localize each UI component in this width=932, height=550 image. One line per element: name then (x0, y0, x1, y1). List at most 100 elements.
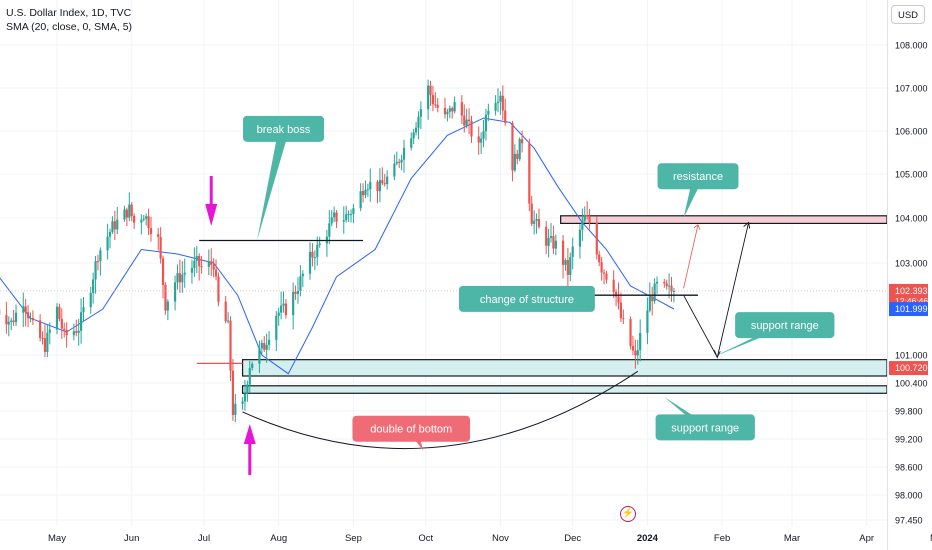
candle-body (241, 401, 244, 404)
candle-body (398, 161, 401, 163)
candle-body (352, 208, 355, 215)
candle-body (149, 228, 153, 235)
price-label-value: 100.720 (895, 363, 928, 373)
support-label-upper: support range (712, 312, 835, 358)
candle-body (511, 122, 514, 171)
time-tick: Mar (784, 533, 800, 544)
candle-body (451, 108, 454, 112)
zone-resistance (560, 215, 888, 225)
candle-body (366, 189, 369, 191)
candle-body (648, 296, 651, 311)
candle-body (443, 107, 447, 115)
candle-body (552, 236, 555, 249)
candle-body (378, 180, 382, 192)
candle-body (108, 231, 112, 237)
price-label-value: 102.393 (895, 286, 928, 296)
candle-body (578, 229, 582, 247)
candle-body (414, 127, 418, 133)
candle-body (665, 283, 668, 287)
candle-body (431, 94, 435, 105)
candle-body (410, 138, 413, 148)
candle-body (402, 147, 406, 160)
candle-body (79, 312, 83, 331)
candle-body (670, 285, 673, 292)
candle-body (549, 236, 553, 238)
candle-body (412, 132, 415, 139)
candle-body (333, 212, 336, 218)
candle-body (280, 305, 283, 313)
candle-body (125, 209, 128, 218)
candle-body (460, 102, 463, 116)
time-tick: Nov (492, 533, 509, 544)
candle-body (470, 121, 473, 137)
time-tick: May (48, 533, 66, 544)
candle-body (263, 342, 266, 350)
candle-body (198, 255, 201, 267)
candle-body (26, 312, 30, 319)
candle-body (639, 332, 642, 351)
candle-body (501, 95, 504, 111)
candle-body (207, 261, 210, 267)
candle-body (566, 260, 569, 275)
candle-body (164, 285, 167, 311)
time-tick: May (930, 533, 932, 544)
indicator-legend[interactable]: SMA (20, close, 0, SMA, 5) (6, 21, 133, 33)
candle-body (463, 115, 466, 126)
candle-body (504, 110, 507, 123)
candle-body (63, 328, 66, 330)
candle-body (545, 226, 548, 246)
zone-support-lower (241, 385, 888, 394)
candle-body (446, 111, 449, 115)
candle-body (96, 261, 100, 263)
time-tick: Aug (270, 533, 287, 544)
candle-body (55, 306, 59, 330)
candle-body (111, 221, 114, 232)
double-bottom-arc (242, 370, 639, 450)
candle-body (605, 273, 608, 280)
candle-body (267, 339, 271, 345)
currency-button[interactable]: USD (891, 5, 925, 24)
candle-body (347, 214, 350, 216)
time-tick: Sep (345, 533, 362, 544)
candle-body (217, 276, 220, 302)
lightning-bolt-icon[interactable]: ⚡ (620, 506, 636, 522)
candle-body (520, 139, 524, 144)
sma-layer (0, 117, 675, 375)
candle-body (231, 370, 235, 415)
candle-body (200, 266, 203, 268)
candle-body (528, 143, 531, 204)
candle-body (651, 296, 654, 302)
candle-body (395, 161, 398, 164)
candle-body (7, 321, 10, 325)
candle-body (330, 217, 333, 224)
candle-body (537, 219, 541, 227)
candle-body (43, 338, 47, 352)
symbol-title: U.S. Dollar Index, 1D, TVC (6, 7, 132, 19)
candle-body (292, 291, 295, 316)
price-label-box (889, 302, 928, 317)
time-tick: Dec (564, 533, 581, 544)
zone-support-upper (241, 359, 888, 377)
candle-body (588, 216, 591, 223)
candle-body (494, 103, 497, 111)
support-label-lower: support range (655, 397, 755, 441)
candle-body (246, 384, 249, 394)
price-axis[interactable]: 108.000 107.000 106.000 105.000 104.000 103.0… (889, 41, 928, 526)
break-boss-label-text: break boss (257, 124, 311, 136)
axis-divider (887, 0, 888, 550)
candle-body (176, 273, 179, 283)
candle-body (89, 293, 92, 308)
price-tick: 105.000 (895, 170, 928, 180)
price-tick: 98.000 (895, 491, 923, 501)
candle-body (265, 344, 268, 350)
break-boss-label: break boss (243, 115, 325, 241)
candle-body (359, 191, 362, 209)
bottom-label-box (352, 415, 471, 442)
candle-body (571, 246, 574, 258)
time-axis[interactable]: May Jun Jul Aug Sep Oct Nov Dec 2024 Feb Mar Apr May (48, 533, 932, 544)
candle-body (554, 240, 557, 249)
candle-body (381, 180, 384, 184)
candle-body (24, 306, 27, 313)
candle-body (364, 189, 367, 196)
